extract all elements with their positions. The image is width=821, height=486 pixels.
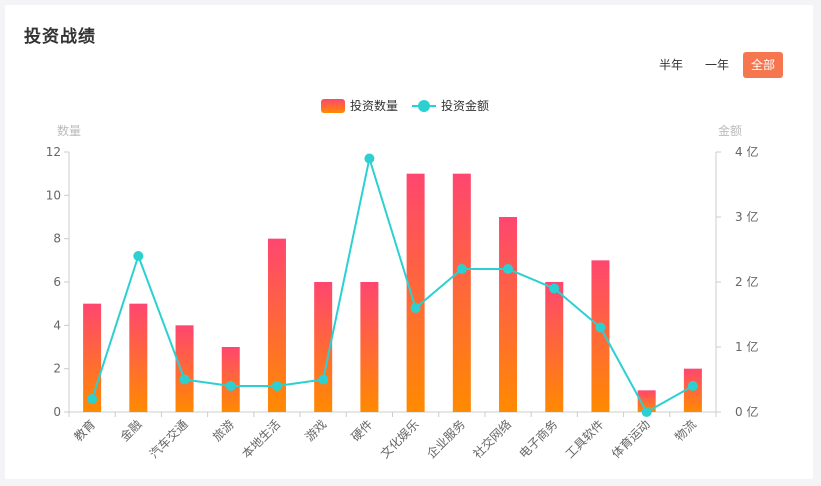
line-swatch-icon — [412, 99, 437, 113]
bar-6 — [360, 282, 379, 412]
amount-point-10 — [549, 283, 560, 294]
x-tick-label: 体育运动 — [608, 417, 653, 462]
bar-1 — [129, 303, 148, 412]
y-left-tick-label: 10 — [46, 188, 61, 202]
time-range-tabs: 半年 一年 全部 — [651, 52, 783, 78]
amount-point-0 — [87, 394, 98, 404]
chart-legend: 投资数量 投资金额 — [321, 97, 503, 114]
bar-8 — [452, 173, 471, 412]
bar-11 — [591, 260, 610, 412]
x-tick-label: 物流 — [672, 417, 699, 444]
bar-4 — [267, 238, 286, 412]
amount-point-5 — [318, 374, 329, 385]
tab-half-year[interactable]: 半年 — [658, 58, 683, 72]
page-title: 投资战绩 — [24, 27, 96, 47]
legend-label-count: 投资数量 — [350, 99, 399, 113]
amount-point-12 — [641, 407, 652, 417]
amount-point-4 — [271, 381, 282, 391]
bar-7 — [406, 173, 425, 412]
x-tick-label: 社交网络 — [470, 417, 515, 462]
y-right-tick-label: 2 亿 — [735, 274, 758, 289]
amount-point-7 — [410, 303, 421, 313]
y-left-tick-label: 12 — [46, 145, 61, 159]
amount-point-1 — [133, 251, 144, 261]
y-right-tick-label: 1 亿 — [735, 339, 758, 354]
y-left-tick-label: 4 — [53, 318, 61, 332]
amount-point-13 — [687, 381, 698, 391]
y-right-tick-label: 3 亿 — [735, 209, 758, 224]
legend-item-amount[interactable]: 投资金额 — [412, 97, 489, 114]
bar-12 — [637, 390, 656, 412]
x-tick-label: 硬件 — [349, 417, 376, 444]
y-right-tick-label: 4 亿 — [735, 144, 758, 159]
x-tick-label: 文化娱乐 — [377, 417, 422, 462]
x-tick-label: 金融 — [117, 417, 145, 445]
amount-point-3 — [225, 381, 236, 391]
amount-point-6 — [364, 153, 375, 164]
x-tick-label: 本地生活 — [239, 417, 283, 461]
y-left-tick-label: 2 — [53, 362, 61, 376]
bar-10 — [545, 282, 564, 412]
tab-one-year[interactable]: 一年 — [704, 58, 729, 72]
tab-all[interactable]: 全部 — [742, 52, 783, 78]
amount-point-8 — [456, 264, 467, 274]
bar-2 — [175, 325, 194, 412]
y-axis-right-title: 金额 — [718, 123, 742, 138]
x-tick-label: 汽车交通 — [146, 417, 191, 462]
x-tick-label: 游戏 — [302, 417, 329, 444]
amount-line — [91, 154, 694, 414]
x-tick-label: 教育 — [71, 417, 99, 445]
x-tick-label: 旅游 — [210, 417, 237, 444]
bar-9 — [499, 217, 518, 412]
amount-point-11 — [595, 322, 606, 333]
y-left-tick-label: 6 — [53, 275, 61, 289]
y-left-tick-label: 0 — [53, 405, 61, 419]
x-tick-label: 工具软件 — [563, 417, 607, 461]
bar-swatch-icon — [321, 98, 345, 113]
y-axis-left-title: 数量 — [57, 123, 81, 138]
legend-item-count[interactable]: 投资数量 — [321, 97, 398, 114]
amount-point-2 — [179, 374, 190, 385]
y-left-tick-label: 8 — [53, 232, 61, 246]
x-tick-label: 企业服务 — [423, 417, 468, 462]
y-right-tick-label: 0 亿 — [735, 404, 758, 419]
bar-3 — [221, 347, 240, 412]
legend-label-amount: 投资金额 — [441, 99, 490, 113]
x-tick-label: 电子商务 — [516, 417, 561, 462]
amount-point-9 — [503, 264, 514, 274]
